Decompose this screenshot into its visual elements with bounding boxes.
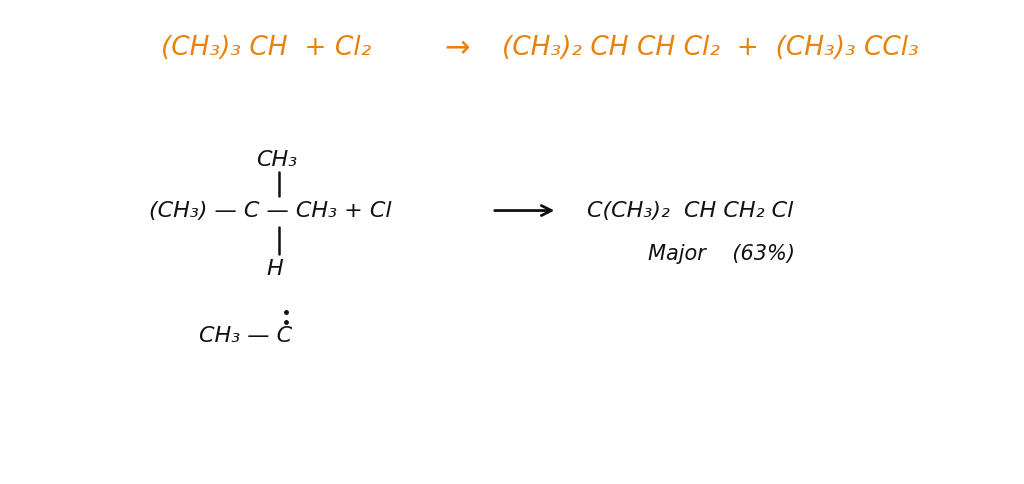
Text: CH₃ — C: CH₃ — C [199, 326, 292, 347]
Text: H: H [266, 258, 283, 279]
Text: (CH₃) — C — CH₃ + Cl: (CH₃) — C — CH₃ + Cl [148, 200, 391, 221]
Text: C(CH₃)₂  CH CH₂ Cl: C(CH₃)₂ CH CH₂ Cl [588, 200, 794, 221]
Text: Major    (63%): Major (63%) [647, 244, 795, 264]
Text: (CH₃)₃ CH  + Cl₂: (CH₃)₃ CH + Cl₂ [161, 35, 371, 61]
Text: CH₃: CH₃ [256, 150, 297, 170]
Text: (CH₃)₂ CH CH Cl₂  +  (CH₃)₃ CCl₃: (CH₃)₂ CH CH Cl₂ + (CH₃)₃ CCl₃ [502, 35, 919, 61]
Text: →: → [444, 34, 470, 63]
